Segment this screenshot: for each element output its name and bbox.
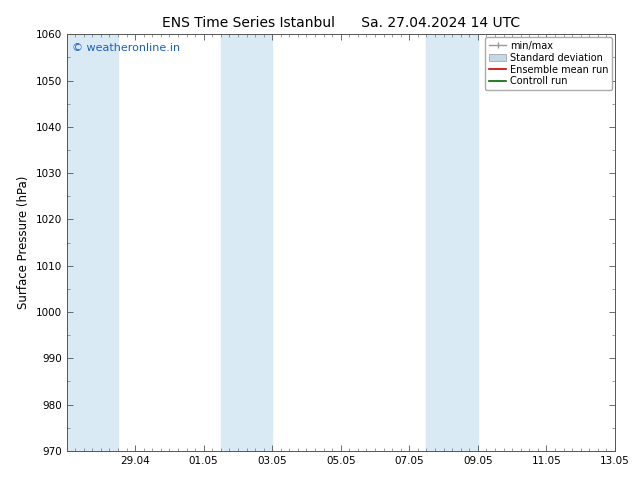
Legend: min/max, Standard deviation, Ensemble mean run, Controll run: min/max, Standard deviation, Ensemble me…	[486, 37, 612, 90]
Bar	[221, 34, 272, 451]
Text: © weatheronline.in: © weatheronline.in	[72, 43, 180, 52]
Bar	[67, 34, 118, 451]
Bar	[427, 34, 478, 451]
Y-axis label: Surface Pressure (hPa): Surface Pressure (hPa)	[17, 176, 30, 309]
Title: ENS Time Series Istanbul      Sa. 27.04.2024 14 UTC: ENS Time Series Istanbul Sa. 27.04.2024 …	[162, 16, 520, 30]
